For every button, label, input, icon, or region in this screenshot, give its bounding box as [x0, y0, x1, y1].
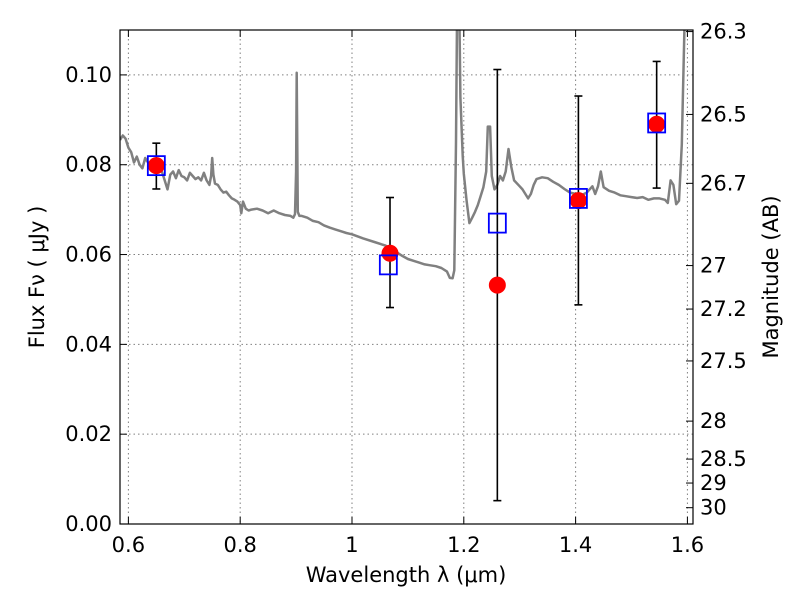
observed-point — [381, 244, 399, 262]
plot-frame — [119, 29, 694, 525]
observed-point — [648, 115, 666, 133]
y-tick-label: 0.10 — [65, 63, 112, 87]
y2-tick-label: 26.5 — [700, 102, 747, 126]
x-tick-label: 0.8 — [223, 533, 256, 557]
observed-point — [488, 276, 506, 294]
x-tick-label: 1.4 — [559, 533, 592, 557]
y2-tick-label: 27 — [700, 254, 727, 278]
y2-tick-label: 27.2 — [700, 297, 747, 321]
y-tick-label: 0.06 — [65, 243, 112, 267]
tick-labels: 0.6 0.8 1 1.2 1.4 1.6 0.00 0.02 0.04 0.06 0.08 0.10… — [65, 20, 747, 557]
data-marks — [146, 60, 667, 502]
y2-tick-label: 28.5 — [700, 447, 747, 471]
y2-tick-label: 28 — [700, 409, 727, 433]
model-photometry-point — [378, 254, 398, 276]
y2-axis-title: Magnitude (AB) — [759, 195, 783, 358]
y2-tick-label: 26.7 — [700, 171, 747, 195]
x-tick-label: 0.6 — [112, 533, 145, 557]
model-photometry-point — [146, 155, 166, 177]
x-axis-title: Wavelength λ (μm) — [306, 563, 507, 587]
y2-tick-label: 27.5 — [700, 349, 747, 373]
y-tick-label: 0.08 — [65, 153, 112, 177]
observed-point — [569, 192, 587, 210]
plot-area — [120, 30, 686, 280]
model-photometry-point — [569, 188, 588, 209]
y2-tick-label: 30 — [700, 496, 727, 520]
axis-ticks — [120, 30, 693, 525]
y2-tick-label: 26.3 — [700, 20, 747, 44]
y-axis-title: Flux Fν ( μJy ) — [25, 206, 49, 349]
y-tick-label: 0.02 — [65, 422, 112, 446]
observed-point — [147, 157, 165, 175]
grid — [120, 30, 693, 525]
y2-tick-label: 29 — [700, 471, 727, 495]
y-tick-label: 0.04 — [65, 332, 112, 356]
x-tick-label: 1.2 — [447, 533, 480, 557]
model-photometry-point — [647, 112, 667, 134]
model-photometry-point — [487, 212, 507, 234]
y-tick-label: 0.00 — [65, 512, 112, 536]
x-tick-label: 1 — [345, 533, 358, 557]
x-tick-label: 1.6 — [671, 533, 704, 557]
model-spectrum-line — [120, 30, 686, 280]
